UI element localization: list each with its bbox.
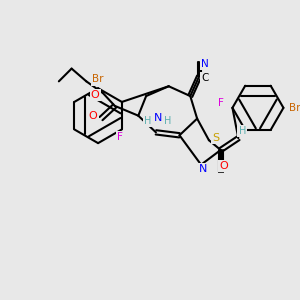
Text: H: H [238,126,246,136]
Text: Br: Br [290,103,300,113]
Text: S: S [212,133,219,143]
Text: C: C [201,74,209,83]
Text: O: O [219,161,228,171]
Text: H: H [164,116,171,126]
Text: O: O [89,111,98,121]
Text: N: N [154,112,162,123]
Text: N: N [199,164,207,174]
Text: Br: Br [92,74,104,84]
Text: N: N [201,59,209,69]
Text: O: O [91,90,100,100]
Text: F: F [218,98,224,108]
Text: F: F [117,132,123,142]
Text: H: H [144,116,152,126]
